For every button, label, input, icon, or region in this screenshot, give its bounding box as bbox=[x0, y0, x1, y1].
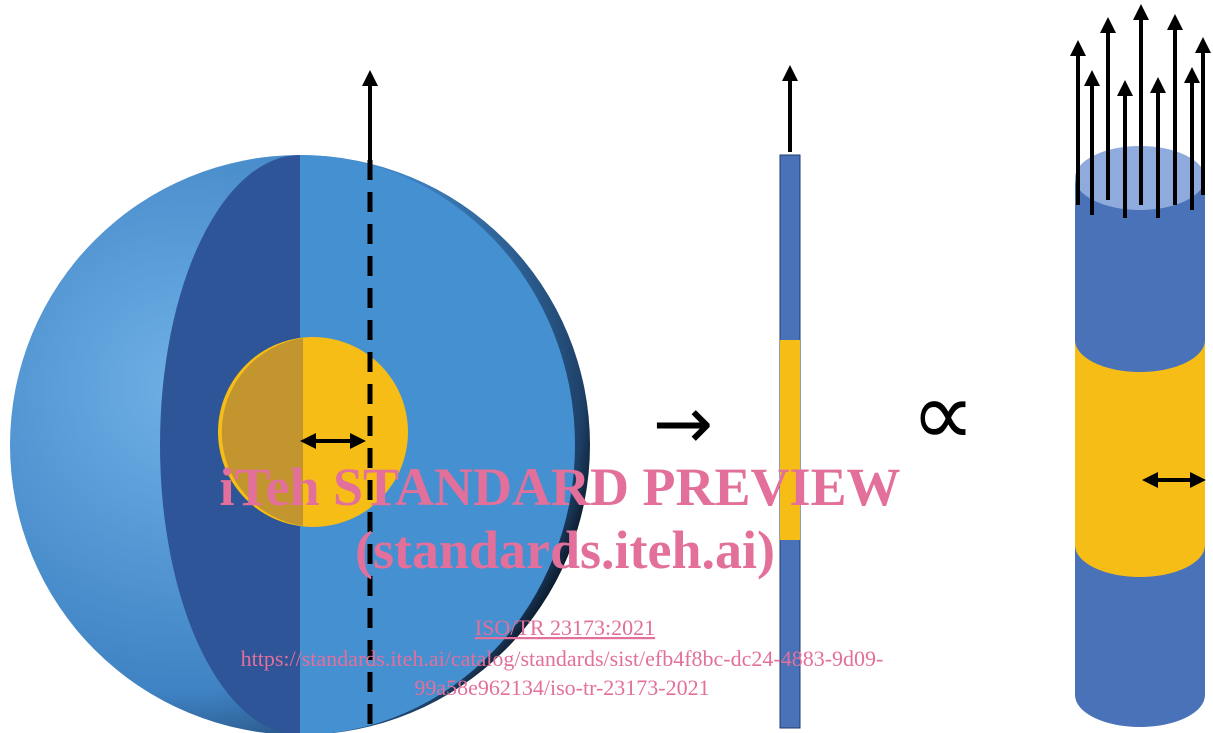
rod bbox=[779, 65, 801, 729]
sphere bbox=[10, 70, 590, 733]
watermark-title: iTeh STANDARD PREVIEW bbox=[219, 457, 900, 517]
watermark-subtitle: (standards.iteh.ai) bbox=[355, 520, 775, 580]
proportional-symbol: ∝ bbox=[911, 362, 975, 467]
watermark-url: https://standards.iteh.ai/catalog/standa… bbox=[241, 646, 884, 671]
maps-to-symbol: → bbox=[653, 381, 713, 465]
watermark-url: 99a58e962134/iso-tr-23173-2021 bbox=[414, 675, 709, 700]
cylinder bbox=[1070, 4, 1211, 727]
watermark-document: ISO/TR 23173:2021 bbox=[475, 615, 655, 640]
